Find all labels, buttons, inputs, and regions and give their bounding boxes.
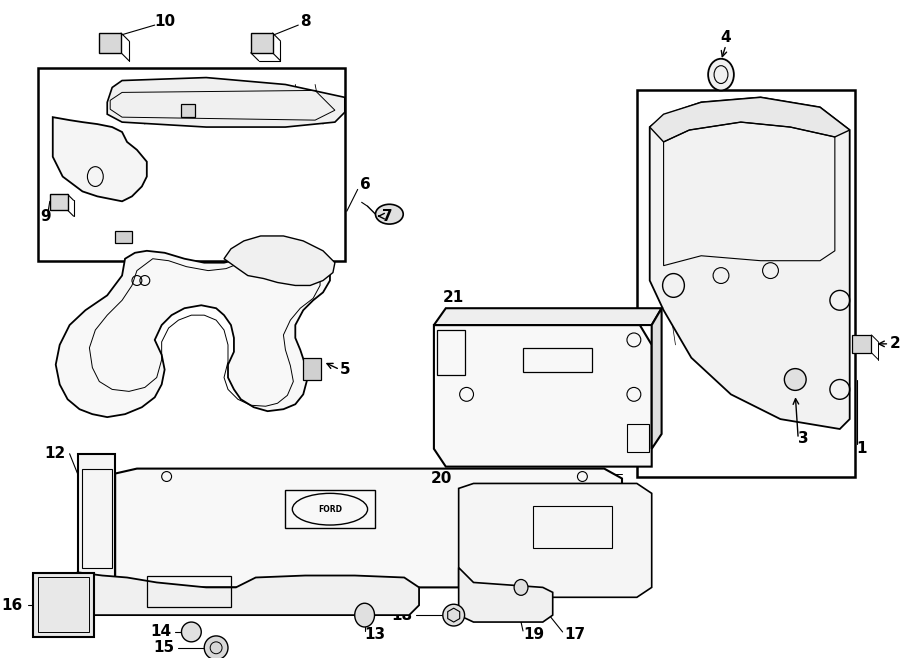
Text: 4: 4 — [721, 30, 732, 45]
Polygon shape — [650, 97, 850, 142]
Bar — [33, 572, 94, 637]
Polygon shape — [182, 104, 195, 117]
Bar — [637, 91, 855, 477]
Ellipse shape — [785, 369, 806, 391]
Text: 5: 5 — [340, 362, 350, 377]
Polygon shape — [107, 77, 345, 127]
Bar — [38, 578, 89, 632]
Bar — [627, 424, 649, 451]
Polygon shape — [224, 236, 335, 286]
Text: 18: 18 — [391, 607, 412, 623]
Ellipse shape — [355, 603, 374, 627]
Text: 15: 15 — [153, 641, 175, 655]
Text: 2: 2 — [889, 336, 900, 352]
Bar — [285, 490, 374, 528]
Polygon shape — [459, 568, 553, 622]
Text: 20: 20 — [430, 471, 452, 486]
Text: 3: 3 — [798, 432, 809, 446]
Polygon shape — [434, 308, 662, 325]
Ellipse shape — [204, 636, 228, 660]
Ellipse shape — [182, 622, 202, 642]
Text: 6: 6 — [360, 177, 371, 192]
Text: 1: 1 — [857, 442, 867, 456]
Text: 8: 8 — [301, 14, 310, 28]
Polygon shape — [50, 194, 68, 210]
Polygon shape — [459, 483, 652, 598]
Bar — [303, 358, 321, 379]
Polygon shape — [53, 117, 147, 202]
Polygon shape — [650, 97, 850, 429]
Polygon shape — [77, 453, 115, 588]
Polygon shape — [251, 33, 273, 53]
Polygon shape — [115, 231, 132, 243]
Text: 9: 9 — [40, 209, 50, 223]
Bar — [147, 576, 231, 607]
Text: 19: 19 — [523, 627, 544, 642]
Polygon shape — [99, 33, 122, 53]
Polygon shape — [434, 325, 652, 467]
Text: 12: 12 — [44, 446, 66, 461]
Polygon shape — [56, 249, 330, 417]
Polygon shape — [115, 469, 622, 588]
Text: 11: 11 — [226, 83, 247, 98]
Text: 7: 7 — [382, 209, 393, 223]
Text: 10: 10 — [155, 14, 176, 28]
Text: 14: 14 — [150, 625, 172, 639]
Ellipse shape — [708, 59, 734, 91]
Polygon shape — [851, 335, 871, 353]
Text: FORD: FORD — [318, 505, 342, 514]
Text: 17: 17 — [564, 627, 586, 642]
Bar — [533, 506, 612, 548]
Ellipse shape — [375, 204, 403, 224]
Bar — [436, 330, 464, 375]
Polygon shape — [652, 308, 662, 449]
Text: 13: 13 — [364, 627, 386, 642]
Text: 16: 16 — [1, 598, 22, 613]
Bar — [38, 67, 345, 260]
Bar — [83, 469, 112, 568]
Polygon shape — [77, 572, 419, 615]
Ellipse shape — [443, 604, 464, 626]
Ellipse shape — [514, 580, 528, 596]
Text: 21: 21 — [443, 290, 464, 305]
